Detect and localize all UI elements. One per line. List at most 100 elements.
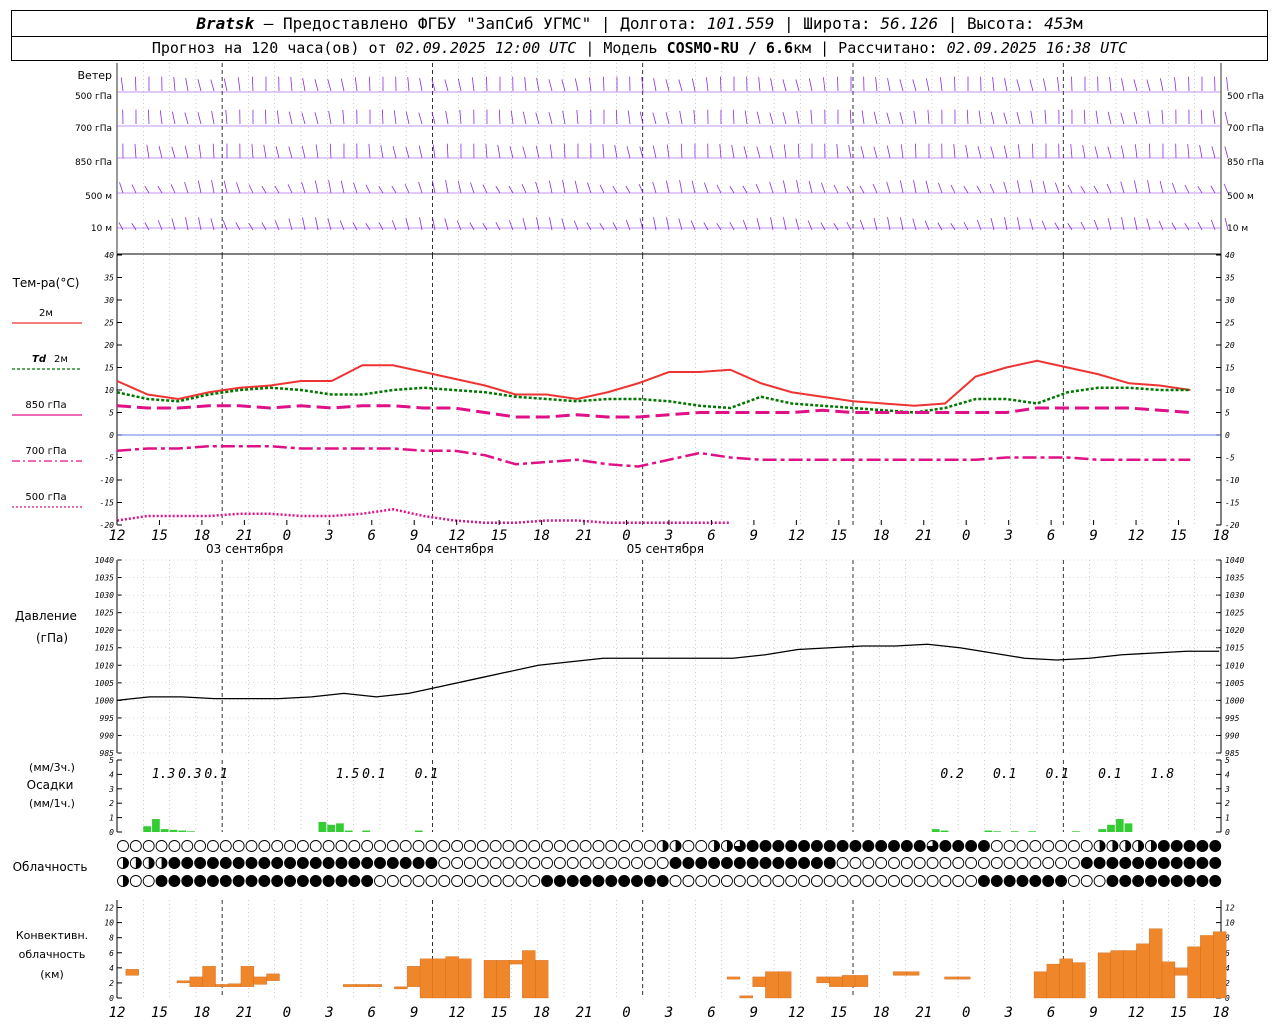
provider-label: — Предоставлено ФГБУ "ЗапСиб УГМС" | bbox=[263, 14, 611, 33]
wind-barb bbox=[222, 220, 228, 231]
wind-barb bbox=[1106, 183, 1112, 194]
wind-barb bbox=[365, 223, 371, 231]
cloud-cell-half bbox=[123, 857, 129, 869]
temp-ytick-label-right: 25 bbox=[1225, 319, 1235, 328]
wind-barb bbox=[339, 220, 345, 231]
wind-barb bbox=[1161, 109, 1164, 125]
wind-level-500m: 500 м bbox=[85, 192, 112, 202]
conv-bar bbox=[125, 969, 139, 976]
cloud-cell bbox=[913, 840, 926, 852]
wind-barb bbox=[378, 222, 384, 231]
wind-barb bbox=[599, 184, 605, 194]
wind-barb bbox=[1146, 218, 1151, 231]
wind-barb bbox=[1224, 111, 1229, 125]
wind-barb bbox=[561, 218, 566, 231]
conv-bar bbox=[1174, 967, 1188, 976]
pressure-ytick-label-right: 1005 bbox=[1225, 679, 1244, 688]
wind-barb bbox=[912, 79, 917, 92]
conv-bar bbox=[726, 976, 741, 980]
cloud-cell bbox=[952, 840, 965, 852]
cloud-cell bbox=[965, 840, 978, 852]
cloud-cell bbox=[1042, 857, 1055, 869]
conv-ytick-label: 12 bbox=[104, 904, 114, 913]
cloud-cell bbox=[309, 840, 322, 852]
conv-bar bbox=[432, 958, 446, 999]
cloud-cell bbox=[155, 840, 168, 852]
conv-xtick-label: 21 bbox=[576, 1005, 593, 1021]
conv-bar bbox=[445, 956, 459, 999]
temp-xtick-label: 12 bbox=[448, 528, 465, 544]
wind-barb bbox=[1030, 180, 1034, 194]
cloud-cell bbox=[1042, 875, 1055, 887]
cloud-cell bbox=[541, 875, 553, 887]
legend-t700: 700 гПа bbox=[25, 446, 66, 457]
cloud-cell bbox=[810, 875, 823, 887]
cloud-cell-half bbox=[1112, 840, 1118, 852]
cloud-cell bbox=[631, 857, 643, 869]
conv-xtick-label: 18 bbox=[873, 1005, 890, 1021]
wind-barb bbox=[950, 223, 956, 231]
wind-title: Ветер bbox=[78, 69, 112, 82]
wind-barb bbox=[900, 144, 904, 159]
cloud-cell bbox=[888, 875, 900, 887]
temp-xtick-label: 15 bbox=[1170, 528, 1187, 544]
temp-ytick-label-right: 40 bbox=[1225, 251, 1235, 260]
date-label: 05 сентября bbox=[627, 542, 704, 556]
precip-bar bbox=[169, 829, 178, 832]
cloud-cell bbox=[438, 875, 451, 887]
wind-barb bbox=[288, 111, 293, 125]
cloud-cell bbox=[772, 875, 785, 887]
wind-barb bbox=[419, 78, 423, 92]
wind-level-500hpa-right: 500 гПа bbox=[1227, 92, 1264, 102]
conv-bar bbox=[253, 976, 267, 985]
pressure-ytick-label: 985 bbox=[100, 749, 115, 758]
cloud-cell bbox=[322, 840, 335, 852]
precip-bar bbox=[187, 831, 195, 832]
wind-barb bbox=[927, 109, 930, 125]
temp-xtick-label: 3 bbox=[1003, 528, 1012, 544]
wind-barb bbox=[1095, 110, 1099, 125]
conv-bar bbox=[227, 983, 242, 987]
wind-barb bbox=[1054, 182, 1060, 194]
wind-barb bbox=[886, 112, 891, 125]
cloud-cell bbox=[1067, 840, 1080, 852]
precip-bar bbox=[327, 824, 336, 832]
cloud-cell bbox=[952, 875, 965, 887]
pressure-ytick-label: 990 bbox=[100, 731, 115, 740]
wind-barb bbox=[859, 185, 865, 194]
conv-bar bbox=[905, 971, 920, 976]
cloud-cell bbox=[785, 840, 798, 852]
altitude-unit: м bbox=[1073, 14, 1083, 33]
precip-ytick-label-right: 5 bbox=[1225, 756, 1230, 765]
wind-barb bbox=[378, 185, 384, 194]
cloud-cell bbox=[695, 875, 708, 887]
wind-barb bbox=[1083, 109, 1086, 125]
conv-xtick-label: 15 bbox=[151, 1005, 168, 1021]
precip-bar bbox=[1010, 831, 1019, 832]
wind-barb bbox=[963, 221, 969, 231]
wind-barb bbox=[1120, 181, 1125, 194]
conv-xtick-label: 0 bbox=[283, 1005, 291, 1021]
cloud-cell bbox=[142, 875, 155, 887]
cloud-cell bbox=[798, 875, 810, 887]
conv-ytick-label: 4 bbox=[109, 964, 114, 973]
cloud-cell bbox=[631, 875, 643, 887]
cloud-cell bbox=[772, 857, 785, 869]
precip-3h-label: 1.5 bbox=[336, 767, 360, 782]
wind-barb bbox=[276, 110, 280, 125]
wind-barb bbox=[990, 146, 995, 159]
wind-barb bbox=[327, 79, 332, 92]
wind-barb bbox=[680, 143, 683, 159]
wind-barb bbox=[432, 144, 436, 159]
wind-barb bbox=[498, 109, 501, 125]
temp-xtick-label: 12 bbox=[788, 528, 805, 544]
wind-barb bbox=[535, 112, 540, 125]
pressure-ytick-label: 1015 bbox=[95, 644, 114, 653]
conv-xtick-label: 15 bbox=[491, 1005, 508, 1021]
temp-xtick-label: 18 bbox=[533, 528, 550, 544]
precip-bar bbox=[362, 830, 371, 832]
cloud-cell bbox=[194, 840, 207, 852]
wind-barb bbox=[576, 109, 579, 125]
conv-bar bbox=[496, 960, 510, 999]
